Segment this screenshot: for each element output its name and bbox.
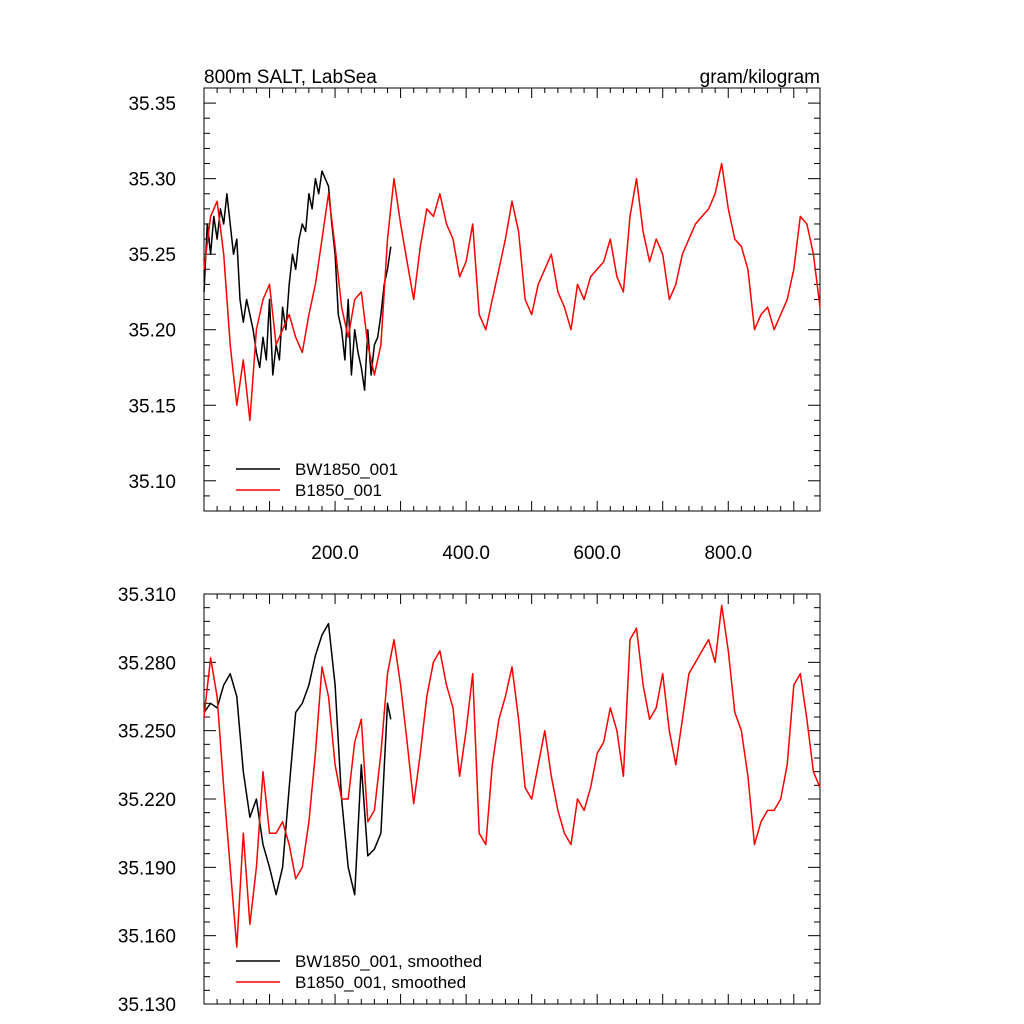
x-tick-label: 200.0	[311, 543, 359, 564]
bottom-axis-ticks: 35.130 35.160 35.190 35.220 35.250 35.280 35.3…	[118, 585, 821, 1016]
y-tick-label: 35.25	[128, 245, 176, 266]
bottom-plot-series	[203, 604, 821, 948]
y-tick-label: 35.30	[128, 170, 176, 191]
units-title: gram/kilogram	[700, 67, 820, 88]
bottom-plot-frame	[203, 593, 821, 1005]
series-line-1	[203, 604, 821, 948]
y-tick-label: 35.190	[118, 858, 176, 879]
series-line-0	[203, 622, 392, 896]
top-plot-series	[203, 162, 821, 422]
x-tick-label: 400.0	[442, 543, 490, 564]
series-line-1	[203, 162, 821, 422]
y-tick-label: 35.280	[118, 653, 176, 674]
legend-label-bw1850-smoothed: BW1850_001, smoothed	[295, 952, 482, 971]
legend-label-b1850-smoothed: B1850_001, smoothed	[295, 973, 466, 992]
left-title: 800m SALT, LabSea	[204, 67, 377, 88]
top-axis-ticks: 35.10 35.15 35.20 35.25 35.30 35.35 200.0 400.0…	[128, 87, 821, 564]
y-tick-label: 35.160	[118, 927, 176, 948]
y-tick-label: 35.250	[118, 722, 176, 743]
bottom-panel: 35.130 35.160 35.190 35.220 35.250 35.280 35.3…	[118, 585, 821, 1016]
top-plot-frame	[203, 87, 821, 512]
legend-label-b1850: B1850_001	[295, 481, 382, 500]
bottom-legend: BW1850_001, smoothed B1850_001, smoothed	[236, 952, 482, 992]
y-tick-label: 35.220	[118, 790, 176, 811]
series-line-0	[203, 170, 392, 391]
y-tick-label: 35.130	[118, 995, 176, 1016]
y-tick-label: 35.15	[128, 396, 176, 417]
legend-label-bw1850: BW1850_001	[295, 460, 398, 479]
y-tick-label: 35.10	[128, 472, 176, 493]
y-tick-label: 35.310	[118, 585, 176, 606]
x-tick-label: 800.0	[704, 543, 752, 564]
y-tick-label: 35.35	[128, 94, 176, 115]
x-tick-label: 600.0	[573, 543, 621, 564]
y-tick-label: 35.20	[128, 321, 176, 342]
top-panel: 800m SALT, LabSea gram/kilogram 35.1035.…	[128, 67, 821, 564]
top-legend: BW1850_001 B1850_001	[236, 460, 398, 500]
